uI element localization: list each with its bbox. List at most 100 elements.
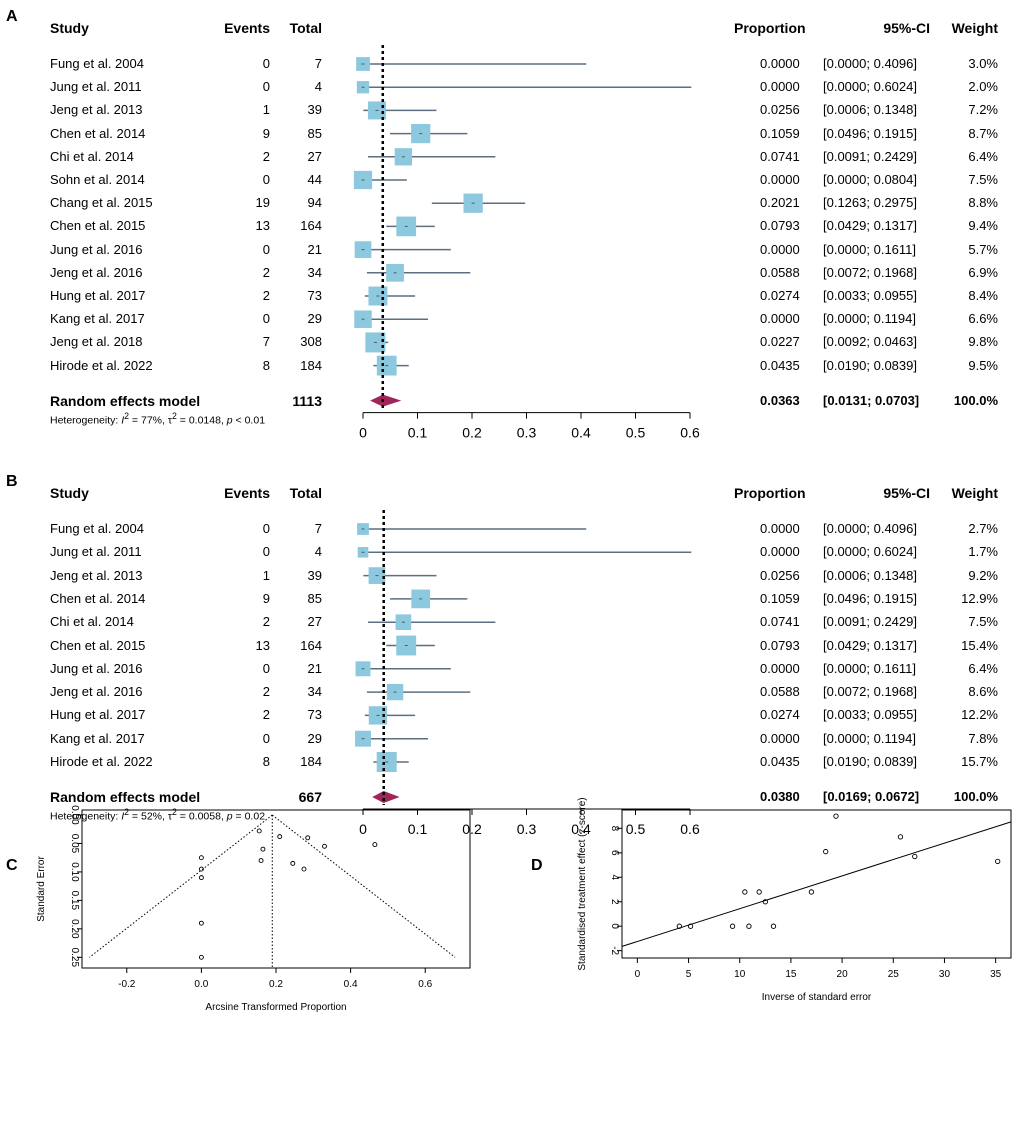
panel-label: C — [6, 857, 18, 874]
x-tick-label: 0.2 — [462, 821, 482, 837]
weight-value: 7.2% — [968, 102, 998, 118]
heterogeneity-text: Heterogeneity: I2 = 52%, τ2 = 0.0058, p … — [50, 807, 266, 823]
events-value: 2 — [262, 707, 270, 723]
x-tick-label: 30 — [939, 969, 951, 980]
proportion-value: 0.2021 — [760, 195, 800, 211]
y-tick-label: 2 — [609, 899, 620, 905]
ci-value: [0.0000; 0.6024] — [823, 544, 917, 560]
study-label: Chang et al. 2015 — [50, 195, 153, 211]
x-axis-label: Inverse of standard error — [762, 992, 872, 1003]
proportion-value: 0.0000 — [760, 730, 800, 746]
weight-value: 6.6% — [968, 311, 998, 327]
pooled-weight: 100.0% — [953, 789, 998, 804]
ci-value: [0.0496; 0.1915] — [823, 125, 917, 141]
x-tick-label: 0.5 — [626, 425, 646, 441]
proportion-value: 0.0588 — [760, 684, 800, 700]
header-proportion: Proportion — [734, 20, 806, 36]
ci-value: [0.0000; 0.4096] — [823, 521, 917, 536]
ci-value: [0.0000; 0.4096] — [823, 56, 917, 71]
y-tick-label: 4 — [609, 874, 620, 880]
total-value: 44 — [307, 172, 322, 187]
weight-value: 6.4% — [968, 660, 998, 676]
y-tick-label: 0.05 — [69, 834, 80, 854]
panel-label: B — [6, 473, 18, 490]
heterogeneity-text: Heterogeneity: I2 = 77%, τ2 = 0.0148, p … — [50, 410, 266, 427]
pooled-proportion: 0.0363 — [760, 392, 800, 408]
data-point — [995, 858, 1001, 865]
weight-value: 2.7% — [968, 521, 998, 536]
total-value: 29 — [307, 730, 322, 746]
data-point — [258, 858, 264, 863]
header-total: Total — [289, 485, 322, 501]
header-weight: Weight — [951, 485, 998, 501]
data-point — [198, 855, 204, 861]
data-point — [322, 843, 327, 849]
ci-value: [0.0091; 0.2429] — [823, 148, 917, 164]
study-label: Hirode et al. 2022 — [50, 357, 153, 373]
study-label: Chen et al. 2014 — [50, 590, 146, 606]
events-value: 1 — [262, 102, 270, 118]
x-tick-label: 0.3 — [517, 821, 537, 837]
x-tick-label: 0.4 — [344, 979, 358, 990]
x-tick-label: 0.4 — [571, 821, 591, 837]
weight-value: 8.8% — [968, 195, 998, 211]
events-value: 2 — [262, 614, 270, 630]
y-tick-label: 8 — [609, 826, 620, 832]
proportion-value: 0.0793 — [760, 637, 800, 653]
weight-value: 12.9% — [961, 590, 998, 606]
proportion-value: 0.1059 — [760, 590, 800, 606]
total-value: 21 — [307, 660, 322, 676]
x-tick-label: -0.2 — [118, 979, 136, 990]
weight-value: 3.0% — [968, 56, 998, 71]
panel-label: D — [531, 857, 543, 874]
study-label: Hung et al. 2017 — [50, 707, 146, 723]
proportion-value: 0.0000 — [760, 521, 800, 536]
ci-value: [0.0000; 0.1611] — [823, 241, 917, 257]
data-point — [198, 875, 204, 881]
data-point — [301, 866, 307, 872]
data-point — [198, 954, 204, 960]
data-point — [198, 866, 204, 872]
data-point — [756, 889, 762, 895]
data-point — [897, 834, 904, 840]
weight-value: 9.4% — [968, 218, 998, 234]
study-label: Jung et al. 2016 — [50, 660, 143, 676]
x-tick-label: 10 — [734, 969, 746, 980]
header-ci: 95%-CI — [883, 485, 930, 501]
study-label: Jung et al. 2011 — [50, 79, 142, 95]
total-value: 164 — [300, 218, 322, 234]
weight-value: 9.5% — [968, 357, 998, 373]
x-tick-label: 0.5 — [626, 821, 646, 837]
events-value: 9 — [262, 125, 270, 141]
x-tick-label: 0.1 — [408, 821, 428, 837]
study-label: Hirode et al. 2022 — [50, 754, 153, 769]
pooled-label: Random effects model — [50, 392, 201, 409]
study-label: Chen et al. 2015 — [50, 637, 146, 653]
pooled-diamond — [370, 394, 402, 407]
data-point — [372, 842, 378, 848]
ci-value: [0.0190; 0.0839] — [823, 357, 917, 373]
ci-value: [0.0000; 0.1611] — [823, 660, 917, 676]
proportion-value: 0.0274 — [760, 707, 800, 723]
events-value: 0 — [262, 521, 270, 536]
data-point — [762, 899, 768, 905]
ci-value: [0.0006; 0.1348] — [823, 567, 917, 583]
x-tick-label: 20 — [837, 969, 849, 980]
weight-value: 6.4% — [968, 148, 998, 164]
total-value: 184 — [300, 357, 322, 373]
total-value: 4 — [314, 544, 322, 560]
data-point — [770, 923, 777, 929]
proportion-value: 0.0256 — [760, 567, 800, 583]
header-ci: 95%-CI — [883, 20, 930, 36]
events-value: 8 — [262, 357, 270, 373]
data-point — [305, 835, 311, 841]
regression-line — [621, 821, 1012, 947]
proportion-value: 0.0435 — [760, 754, 800, 769]
total-value: 73 — [307, 707, 322, 723]
x-tick-label: 0.3 — [517, 425, 537, 441]
events-value: 13 — [255, 218, 270, 234]
total-value: 184 — [300, 754, 322, 769]
events-value: 1 — [262, 567, 270, 583]
events-value: 13 — [255, 637, 270, 653]
